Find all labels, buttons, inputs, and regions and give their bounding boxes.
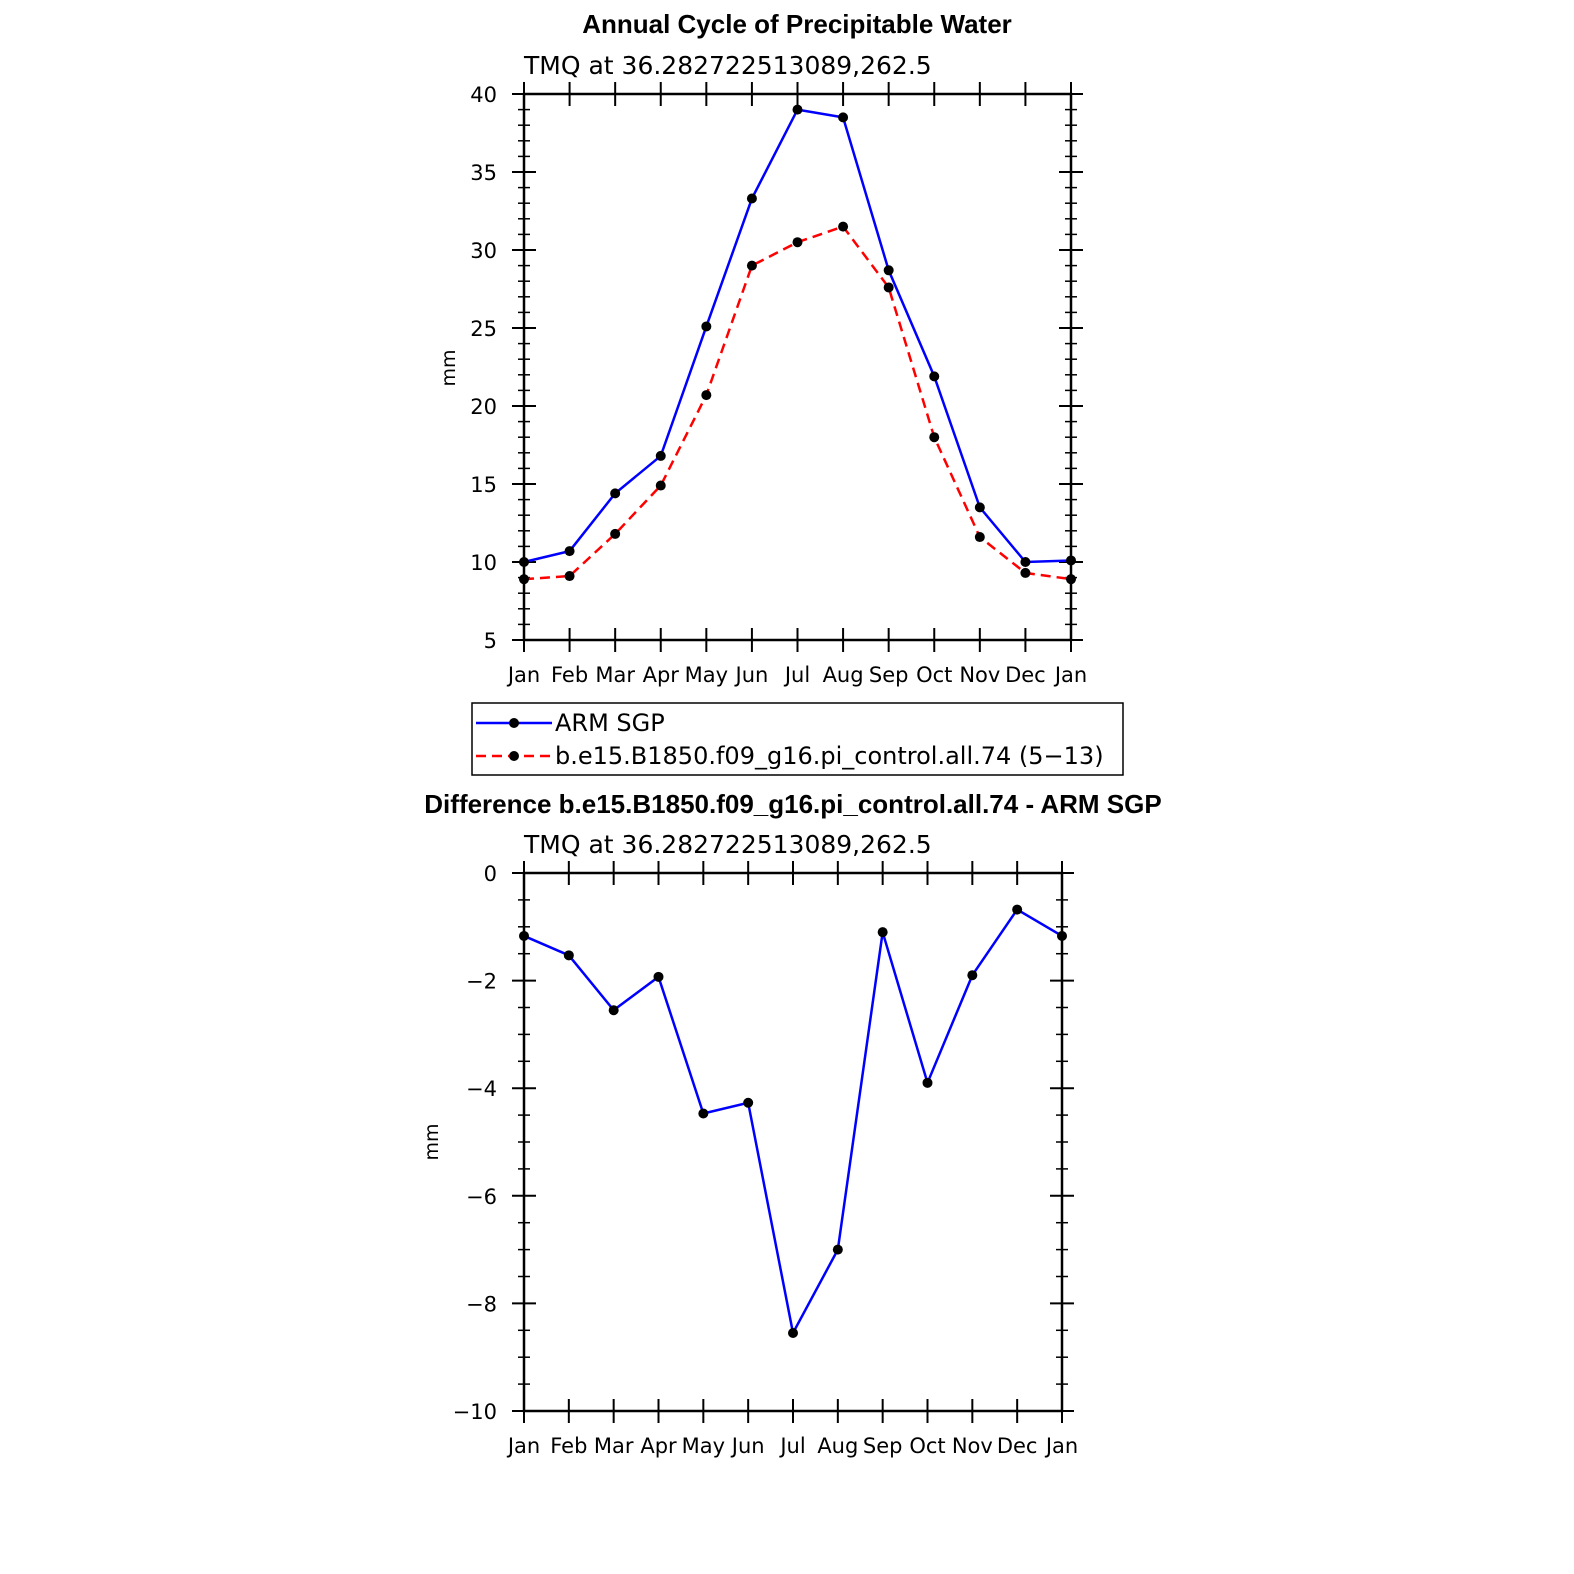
chart-1-xtick-label: Jul	[783, 663, 810, 687]
chart-2-series-1-point	[922, 1077, 933, 1088]
chart-1-series-2-point	[792, 237, 803, 248]
chart-1-legend: ARM SGP b.e15.B1850.f09_g16.pi_control.a…	[471, 702, 1124, 776]
chart-1-xtick-label: May	[685, 663, 728, 687]
legend-box	[471, 702, 1124, 776]
chart-1-series-2-point	[564, 571, 575, 582]
chart-1-series-1-point	[883, 265, 894, 276]
chart-2-ytick-label: −4	[466, 1077, 497, 1101]
chart-2-series-1-point	[1057, 930, 1067, 941]
chart-1-series-1-point	[838, 112, 849, 123]
chart-1-series-2-point	[746, 260, 757, 271]
chart-2-ytick-label: −10	[453, 1400, 497, 1424]
chart-1-series-2-point	[883, 282, 894, 293]
chart-1-ytick-label: 40	[470, 83, 497, 107]
chart-1-frame	[522, 92, 1073, 642]
chart-1-ytick-label: 20	[470, 395, 497, 419]
chart-1-series-1-point	[792, 104, 803, 115]
chart-2-series-1-point	[967, 970, 978, 981]
chart-1-series-2-point	[838, 221, 849, 232]
chart-2-xtick-label: Nov	[952, 1434, 993, 1458]
chart-1-xtick-label: Mar	[595, 663, 635, 687]
chart-1-xtick-label: Nov	[959, 663, 1000, 687]
chart-2-xtick-label: Sep	[863, 1434, 903, 1458]
chart-1-title: Annual Cycle of Precipitable Water	[582, 9, 1012, 39]
chart-1-series-2-line	[523, 225, 1072, 581]
chart-2-xtick-label: Oct	[909, 1434, 945, 1458]
chart-1-xtick-label: Sep	[869, 663, 909, 687]
chart-1-ytick-label: 10	[470, 551, 497, 575]
chart-2-series-1-point	[519, 930, 529, 941]
chart-2-series-1-point	[1012, 904, 1023, 915]
legend-label-model: b.e15.B1850.f09_g16.pi_control.all.74 (5…	[555, 742, 1104, 770]
chart-1-series-1-line	[523, 108, 1072, 564]
chart-1-plot-area: 5 10 15 20 25 30 35 40 Jan Feb Mar Apr May Jun Jul Aug S…	[470, 82, 1087, 687]
chart-2-xtick-label: May	[682, 1434, 725, 1458]
chart-1-series-1-point	[610, 488, 621, 499]
chart-1-xtick-label: Jan	[1053, 663, 1087, 687]
chart-1-series-2-point	[519, 574, 529, 585]
chart-1-series-1-point	[564, 546, 575, 557]
chart-2-subtitle: TMQ at 36.282722513089,262.5	[523, 830, 932, 859]
chart-1-series-2-point	[655, 480, 666, 491]
chart-1-series-1-point	[701, 321, 712, 332]
legend-marker-model	[509, 751, 519, 761]
chart-2-xtick-label: Apr	[640, 1434, 677, 1458]
chart-1-series-2-point	[974, 532, 985, 543]
chart-2-series-1-point	[877, 927, 888, 938]
chart-2-series-1-line	[523, 907, 1063, 1337]
chart-2-series-1-point	[788, 1327, 798, 1338]
chart-1-xtick-label: Jan	[506, 663, 540, 687]
chart-1-xtick-label: Jun	[734, 663, 769, 687]
chart-2-series-1-point	[653, 971, 664, 982]
chart-1-ylabel: mm	[438, 349, 460, 386]
legend-marker-arm-sgp	[509, 718, 519, 728]
chart-2-title: Difference b.e15.B1850.f09_g16.pi_contro…	[424, 789, 1161, 819]
chart-2-ylabel: mm	[421, 1123, 443, 1160]
chart-2-series-1-point	[743, 1097, 754, 1108]
chart-2-ytick-label: −2	[466, 970, 497, 994]
chart-2-xtick-label: Jun	[730, 1434, 765, 1458]
chart-1-ytick-label: 30	[470, 239, 497, 263]
chart-1-series-2-point	[701, 390, 712, 401]
chart-2-ytick-label: −8	[466, 1292, 497, 1316]
chart-1-series-1-point	[1020, 557, 1031, 567]
chart-1-series-2-point	[1020, 567, 1031, 578]
chart-1-xtick-label: Oct	[916, 663, 952, 687]
chart-1-ytick-label: 15	[470, 473, 497, 497]
legend-label-arm-sgp: ARM SGP	[555, 709, 665, 737]
chart-1-xtick-label: Feb	[551, 663, 588, 687]
chart-2-plot-area: −10 −8 −6 −4 −2 0 Jan Feb Mar Apr May Jun Jul Aug Sep O…	[453, 861, 1078, 1458]
chart-1-series-1-point	[1066, 555, 1076, 566]
chart-1-series-1-point	[655, 450, 666, 461]
chart-2-xtick-label: Feb	[550, 1434, 587, 1458]
chart-1-xtick-label: Apr	[643, 663, 680, 687]
chart-1-xtick-label: Aug	[823, 663, 864, 687]
chart-2-xtick-label: Jan	[506, 1434, 540, 1458]
chart-1-series-2-point	[610, 528, 621, 539]
chart-2-series-1-point	[608, 1005, 619, 1016]
chart-2-xtick-label: Dec	[997, 1434, 1038, 1458]
chart-2-series-1-point	[698, 1108, 709, 1119]
chart-1-xtick-label: Dec	[1005, 663, 1046, 687]
chart-2-series-1-point	[563, 950, 574, 961]
chart-1-series-1-point	[746, 193, 757, 204]
chart-2-xtick-label: Aug	[817, 1434, 858, 1458]
chart-2-ytick-label: 0	[484, 862, 497, 886]
chart-2-xtick-label: Jan	[1044, 1434, 1078, 1458]
chart-1-subtitle: TMQ at 36.282722513089,262.5	[523, 51, 932, 80]
chart-2-xtick-label: Jul	[778, 1434, 805, 1458]
chart-1-ytick-label: 25	[470, 317, 497, 341]
chart-1-ytick-label: 35	[470, 161, 497, 185]
chart-2-xtick-label: Mar	[594, 1434, 634, 1458]
chart-1-series-1-point	[929, 371, 940, 382]
chart-1-series-2-point	[929, 432, 940, 443]
chart-1-series-2-point	[1066, 574, 1076, 585]
chart-1-series-1-point	[974, 502, 985, 513]
chart-1-ytick-label: 5	[484, 629, 497, 653]
chart-2-series-1-point	[832, 1244, 843, 1255]
chart-2-ytick-label: −6	[466, 1185, 497, 1209]
chart-1-series-1-point	[519, 557, 529, 567]
